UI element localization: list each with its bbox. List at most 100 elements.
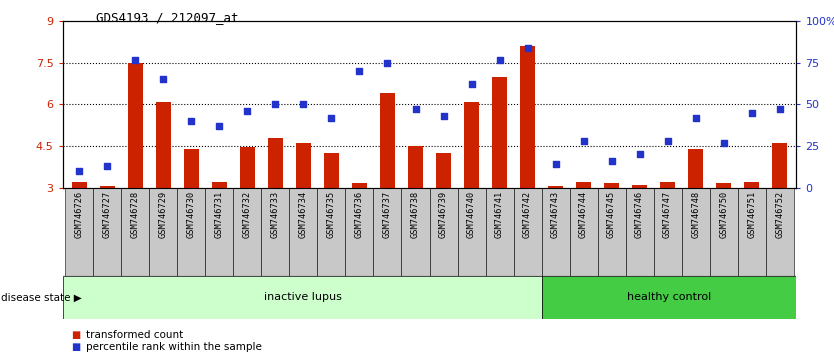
- Bar: [737, 188, 766, 276]
- Bar: [296, 143, 311, 188]
- Text: GSM746751: GSM746751: [747, 191, 756, 238]
- Bar: [63, 276, 542, 319]
- Point: [409, 107, 422, 112]
- Bar: [654, 188, 681, 276]
- Bar: [156, 102, 171, 188]
- Point: [128, 57, 142, 62]
- Bar: [65, 188, 93, 276]
- Point: [465, 82, 478, 87]
- Bar: [149, 188, 178, 276]
- Point: [185, 118, 198, 124]
- Point: [381, 60, 394, 66]
- Text: GSM746747: GSM746747: [663, 191, 672, 238]
- Text: GSM746737: GSM746737: [383, 191, 392, 238]
- Bar: [183, 149, 199, 188]
- Text: GSM746729: GSM746729: [159, 191, 168, 238]
- Bar: [239, 147, 255, 188]
- Text: GSM746740: GSM746740: [467, 191, 476, 238]
- Bar: [485, 188, 514, 276]
- Text: GSM746735: GSM746735: [327, 191, 336, 238]
- Bar: [660, 182, 676, 188]
- Text: GSM746733: GSM746733: [271, 191, 280, 238]
- Point: [605, 158, 618, 164]
- Bar: [268, 138, 284, 188]
- Bar: [178, 188, 205, 276]
- Bar: [772, 143, 787, 188]
- Bar: [716, 183, 731, 188]
- Point: [269, 102, 282, 107]
- Bar: [710, 188, 737, 276]
- Bar: [93, 188, 122, 276]
- Text: GSM746728: GSM746728: [131, 191, 140, 238]
- Text: GSM746742: GSM746742: [523, 191, 532, 238]
- Bar: [626, 188, 654, 276]
- Bar: [72, 182, 87, 188]
- Bar: [324, 153, 339, 188]
- Text: GSM746744: GSM746744: [579, 191, 588, 238]
- Point: [521, 45, 535, 51]
- Text: GSM746731: GSM746731: [215, 191, 224, 238]
- Bar: [205, 188, 234, 276]
- Bar: [570, 188, 598, 276]
- Text: GSM746741: GSM746741: [495, 191, 504, 238]
- Point: [549, 161, 562, 167]
- Point: [241, 108, 254, 114]
- Point: [577, 138, 590, 144]
- Bar: [464, 102, 480, 188]
- Point: [661, 138, 674, 144]
- Bar: [128, 63, 143, 188]
- Text: ■: ■: [71, 342, 80, 352]
- Text: GSM746739: GSM746739: [439, 191, 448, 238]
- Text: GSM746734: GSM746734: [299, 191, 308, 238]
- Text: GSM746750: GSM746750: [719, 191, 728, 238]
- Text: GSM746726: GSM746726: [75, 191, 84, 238]
- Text: GSM746727: GSM746727: [103, 191, 112, 238]
- Point: [773, 107, 786, 112]
- Text: GSM746738: GSM746738: [411, 191, 420, 238]
- Point: [437, 113, 450, 119]
- Bar: [492, 77, 507, 188]
- Text: GSM746748: GSM746748: [691, 191, 700, 238]
- Point: [493, 57, 506, 62]
- Bar: [514, 188, 541, 276]
- Bar: [122, 188, 149, 276]
- Bar: [408, 146, 423, 188]
- Point: [689, 115, 702, 121]
- Text: GSM746745: GSM746745: [607, 191, 616, 238]
- Bar: [430, 188, 458, 276]
- Text: GSM746746: GSM746746: [636, 191, 644, 238]
- Text: percentile rank within the sample: percentile rank within the sample: [86, 342, 262, 352]
- Bar: [374, 188, 401, 276]
- Bar: [766, 188, 794, 276]
- Text: GSM746730: GSM746730: [187, 191, 196, 238]
- Bar: [458, 188, 485, 276]
- Text: GSM746752: GSM746752: [775, 191, 784, 238]
- Text: GSM746736: GSM746736: [355, 191, 364, 238]
- Text: ■: ■: [71, 330, 80, 339]
- Text: disease state ▶: disease state ▶: [1, 292, 82, 302]
- Text: GDS4193 / 212097_at: GDS4193 / 212097_at: [96, 11, 239, 24]
- Text: transformed count: transformed count: [86, 330, 183, 339]
- Point: [745, 110, 758, 116]
- Bar: [318, 188, 345, 276]
- Bar: [234, 188, 261, 276]
- Bar: [345, 188, 374, 276]
- Bar: [401, 188, 430, 276]
- Point: [213, 123, 226, 129]
- Bar: [541, 188, 570, 276]
- Bar: [289, 188, 318, 276]
- Point: [633, 152, 646, 157]
- Text: GSM746743: GSM746743: [551, 191, 560, 238]
- Point: [101, 163, 114, 169]
- Point: [157, 77, 170, 82]
- Text: inactive lupus: inactive lupus: [264, 292, 341, 302]
- Bar: [632, 185, 647, 188]
- Bar: [548, 186, 563, 188]
- Bar: [212, 182, 227, 188]
- Text: GSM746732: GSM746732: [243, 191, 252, 238]
- Bar: [575, 182, 591, 188]
- Point: [717, 140, 731, 145]
- Point: [324, 115, 338, 121]
- Bar: [598, 188, 626, 276]
- Point: [297, 102, 310, 107]
